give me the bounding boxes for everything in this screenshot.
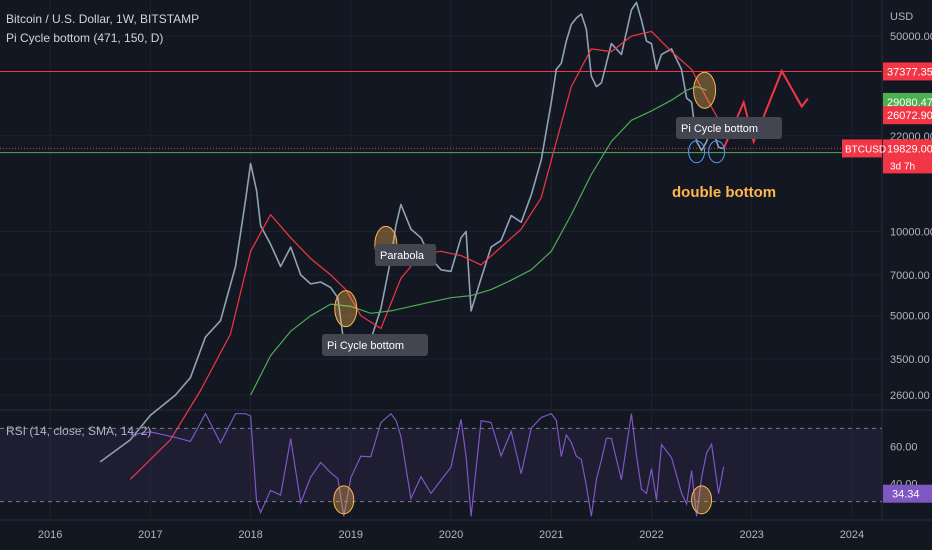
rsi-current-tag (883, 484, 932, 503)
rsi-tick-label: 60.00 (890, 442, 918, 454)
symbol-tag-text: BTCUSD (845, 144, 886, 155)
callout-text: Parabola (380, 250, 425, 262)
annotations: Pi Cycle bottom Parabola Pi Cycle bottom do… (322, 71, 782, 356)
rsi-pane (0, 412, 882, 517)
time-axis[interactable]: 2016 2017 2018 2019 2020 2021 2022 2023 2024 (38, 529, 864, 541)
x-tick-label: 2017 (138, 529, 162, 541)
x-tick-label: 2023 (739, 529, 763, 541)
x-tick-label: 2024 (840, 529, 864, 541)
callout-box (676, 117, 782, 139)
price-line (99, 1, 724, 463)
rsi-current-text: 34.34 (892, 489, 920, 501)
price-tag-text: 19829.00 (887, 143, 932, 155)
callout-text: Pi Cycle bottom (327, 340, 404, 352)
rsi-highlight-2018 (333, 485, 355, 515)
indicator-legend[interactable]: Pi Cycle bottom (471, 150, D) (6, 31, 164, 45)
horizontal-levels (0, 70, 882, 154)
x-tick-label: 2022 (639, 529, 663, 541)
double-bottom-right-marker (708, 140, 726, 164)
x-tick-label: 2021 (539, 529, 563, 541)
x-tick-label: 2019 (339, 529, 363, 541)
x-tick-label: 2016 (38, 529, 62, 541)
y-tick-label: 10000.00 (890, 227, 932, 239)
callout-box (375, 244, 437, 266)
series-layer (99, 1, 809, 480)
y-tick-label: 7000.00 (890, 270, 930, 282)
rsi-line (130, 412, 725, 517)
y-tick-label: 50000.00 (890, 31, 932, 43)
symbol-tag (842, 139, 882, 158)
price-axis[interactable]: 50000.0022000.0010000.007000.005000.0035… (842, 11, 932, 503)
y-tick-label: 5000.00 (890, 311, 930, 323)
level-price-text: 37377.35 (887, 66, 932, 78)
level-price-tag (883, 62, 932, 81)
rsi-legend[interactable]: RSI (14, close, SMA, 14, 2) (6, 424, 152, 438)
highlight-ellipse (693, 71, 717, 109)
symbol-legend[interactable]: Bitcoin / U.S. Dollar, 1W, BITSTAMP (6, 12, 200, 26)
rsi-highlight-2022 (691, 485, 713, 515)
price-tag (883, 106, 932, 125)
y-tick-label: 3500.00 (890, 354, 930, 366)
projection-arrowhead (794, 96, 809, 109)
price-tag-text: 26072.90 (887, 110, 932, 122)
callout-box (322, 334, 428, 356)
fast_ma-line (129, 30, 723, 480)
price-tag (883, 139, 932, 158)
price-tag-text: 29080.47 (887, 97, 932, 109)
highlight-ellipse (334, 290, 358, 328)
double-bottom-label: double bottom (672, 184, 776, 201)
countdown-text: 3d 7h (890, 161, 915, 172)
slow_ma-line (250, 85, 707, 396)
currency-label: USD (890, 11, 913, 23)
x-tick-label: 2018 (238, 529, 262, 541)
double-bottom-left-marker (688, 140, 706, 164)
callout-text: Pi Cycle bottom (681, 123, 758, 135)
rsi-band (0, 428, 882, 502)
x-tick-label: 2020 (439, 529, 463, 541)
y-tick-label: 2600.00 (890, 390, 930, 402)
countdown-tag (883, 157, 932, 174)
